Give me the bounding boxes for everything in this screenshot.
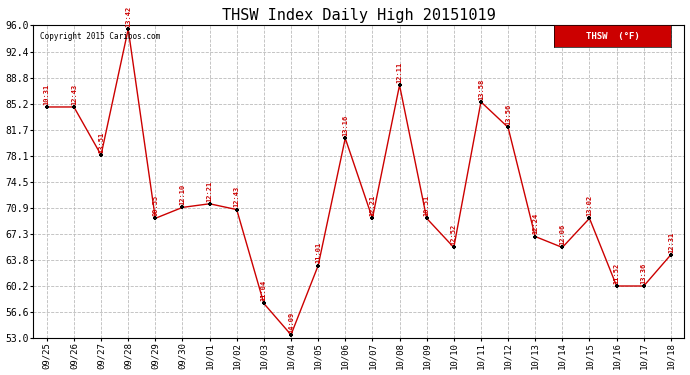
- Text: 12:21: 12:21: [206, 180, 213, 202]
- Point: [313, 262, 324, 268]
- Text: 11:52: 11:52: [613, 262, 620, 284]
- Point: [502, 124, 513, 130]
- Point: [339, 135, 351, 141]
- Point: [394, 82, 405, 88]
- Point: [286, 332, 297, 338]
- Point: [204, 201, 215, 207]
- Text: 11:01: 11:01: [315, 242, 321, 264]
- Point: [258, 300, 269, 306]
- Point: [367, 215, 378, 221]
- Text: 13:58: 13:58: [478, 78, 484, 100]
- Text: 12:52: 12:52: [451, 224, 457, 245]
- Point: [123, 26, 134, 32]
- Text: 12:11: 12:11: [397, 62, 402, 83]
- Point: [41, 104, 52, 110]
- Text: 13:16: 13:16: [342, 115, 348, 136]
- Text: 13:02: 13:02: [586, 195, 593, 216]
- Point: [150, 215, 161, 221]
- Text: 11:04: 11:04: [261, 280, 267, 301]
- Point: [231, 207, 242, 213]
- Point: [68, 104, 79, 110]
- Point: [95, 152, 106, 158]
- Text: 14:09: 14:09: [288, 311, 294, 333]
- Point: [475, 99, 486, 105]
- Text: 10:51: 10:51: [424, 195, 430, 216]
- Point: [421, 215, 432, 221]
- Point: [611, 283, 622, 289]
- Point: [448, 244, 460, 250]
- Text: 13:51: 13:51: [98, 132, 104, 153]
- Text: 12:21: 12:21: [369, 195, 375, 216]
- Text: 10:31: 10:31: [43, 84, 50, 105]
- Text: 12:43: 12:43: [234, 186, 239, 207]
- Point: [177, 204, 188, 210]
- Text: 12:24: 12:24: [532, 213, 538, 234]
- Text: 12:06: 12:06: [560, 224, 565, 245]
- Title: THSW Index Daily High 20151019: THSW Index Daily High 20151019: [222, 8, 495, 23]
- Point: [557, 244, 568, 250]
- Text: 13:56: 13:56: [505, 104, 511, 125]
- Text: 13:36: 13:36: [641, 262, 647, 284]
- Text: 13:42: 13:42: [125, 6, 131, 27]
- Point: [665, 252, 676, 258]
- Text: 12:31: 12:31: [668, 231, 674, 252]
- Text: 12:43: 12:43: [71, 84, 77, 105]
- Point: [638, 283, 649, 289]
- Point: [530, 234, 541, 240]
- Point: [584, 215, 595, 221]
- Text: 00:55: 00:55: [152, 195, 158, 216]
- Text: Copyright 2015 Caribos.com: Copyright 2015 Caribos.com: [40, 32, 160, 41]
- Text: 12:10: 12:10: [179, 184, 186, 205]
